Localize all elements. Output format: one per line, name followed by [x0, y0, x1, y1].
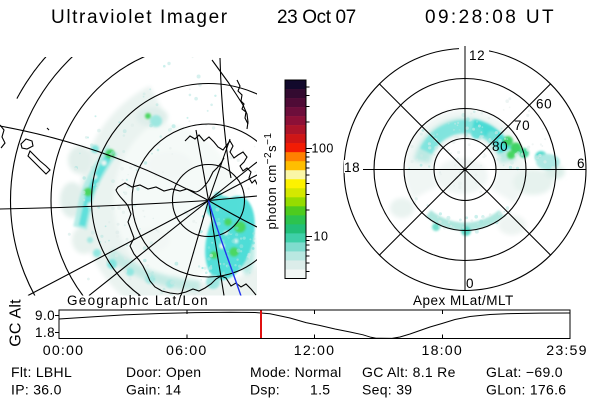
- svg-text:18: 18: [344, 160, 360, 175]
- svg-text:10: 10: [314, 230, 329, 244]
- svg-text:GLon: 176.6: GLon: 176.6: [486, 382, 566, 398]
- svg-text:70: 70: [514, 118, 530, 133]
- svg-text:Geographic Lat/Lon: Geographic Lat/Lon: [67, 293, 209, 308]
- svg-text:09:28:08 UT: 09:28:08 UT: [425, 7, 556, 28]
- svg-text:0: 0: [466, 276, 474, 291]
- svg-text:Dsp:: Dsp:: [250, 382, 280, 398]
- svg-text:1.8: 1.8: [35, 325, 55, 340]
- svg-text:photon cm−2s−1: photon cm−2s−1: [263, 132, 280, 229]
- svg-text:Ultraviolet Imager: Ultraviolet Imager: [51, 7, 229, 28]
- svg-text:80: 80: [492, 139, 508, 154]
- svg-text:12:00: 12:00: [294, 343, 336, 359]
- svg-text:60: 60: [536, 97, 552, 112]
- svg-text:Apex MLat/MLT: Apex MLat/MLT: [413, 293, 514, 308]
- svg-text:9.0: 9.0: [35, 308, 55, 323]
- svg-text:Flt: LBHL: Flt: LBHL: [11, 364, 72, 380]
- svg-text:Seq: 39: Seq: 39: [362, 382, 412, 398]
- svg-text:23 Oct 07: 23 Oct 07: [277, 7, 356, 28]
- svg-text:1.5: 1.5: [310, 382, 330, 398]
- svg-text:GC Alt: 8.1 Re: GC Alt: 8.1 Re: [362, 364, 456, 380]
- svg-text:Door: Open: Door: Open: [126, 364, 201, 380]
- svg-text:12: 12: [469, 48, 485, 63]
- svg-text:06:00: 06:00: [166, 343, 208, 359]
- svg-text:6: 6: [577, 156, 585, 171]
- svg-text:100: 100: [312, 142, 334, 156]
- svg-text:GLat: −69.0: GLat: −69.0: [486, 364, 563, 380]
- svg-text:IP: 36.0: IP: 36.0: [11, 382, 62, 398]
- svg-text:GC Alt: GC Alt: [8, 299, 25, 347]
- svg-text:Mode: Normal: Mode: Normal: [250, 364, 342, 380]
- svg-text:Gain: 14: Gain: 14: [126, 382, 181, 398]
- svg-text:18:00: 18:00: [421, 343, 463, 359]
- svg-text:00:00: 00:00: [43, 343, 85, 359]
- svg-text:23:59: 23:59: [546, 343, 588, 359]
